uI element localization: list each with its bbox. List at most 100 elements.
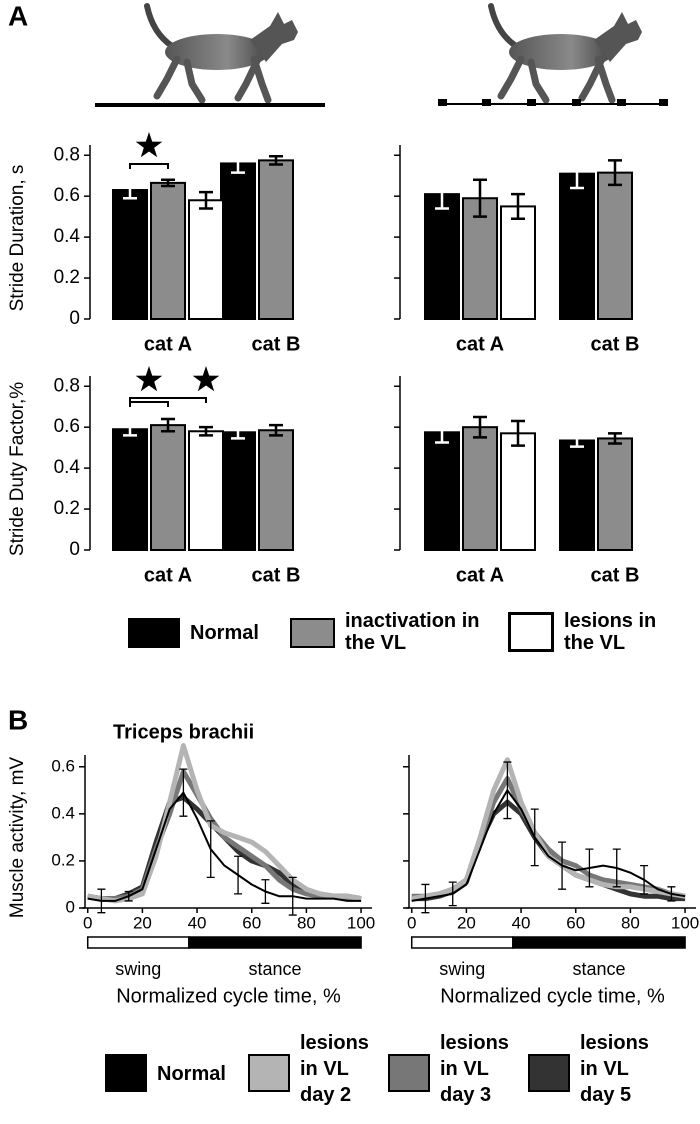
significance-star	[135, 132, 163, 158]
legend-label: inactivation in the VL	[345, 610, 480, 654]
phase-label: swing	[439, 959, 485, 979]
error-bar	[199, 190, 213, 210]
y-tick-label: 0.8	[54, 144, 80, 165]
phase-bar	[410, 936, 514, 949]
legend-label: Normal	[157, 1063, 226, 1085]
bar	[112, 189, 148, 320]
pegged-ground	[438, 99, 668, 106]
x-tick-label: 60	[242, 913, 261, 932]
x-tick-label: cat A	[456, 564, 504, 586]
panel-label: B	[8, 704, 28, 735]
line	[87, 794, 362, 902]
error-bar	[473, 178, 487, 218]
bar	[150, 181, 186, 320]
error-bar	[161, 417, 175, 433]
bar	[258, 159, 294, 320]
x-tick-label: 80	[621, 913, 640, 932]
significance-bracket	[129, 397, 207, 403]
y-tick-label: 0	[66, 897, 75, 916]
error-bar	[667, 886, 676, 902]
x-tick-label: cat B	[252, 333, 301, 355]
legend-label: lesions in VL day 5	[580, 1032, 649, 1106]
error-bar	[608, 432, 622, 445]
x-tick-label: cat A	[144, 564, 192, 586]
error-bar	[608, 159, 622, 187]
y-tick-label: 0.4	[54, 457, 81, 478]
line	[411, 789, 686, 902]
error-bar	[261, 879, 270, 904]
legend-label: Normal	[190, 622, 259, 644]
phase-bar	[512, 936, 686, 949]
y-tick-label: 0.4	[54, 226, 81, 247]
y-tick-label: 0.2	[51, 850, 75, 869]
bar	[258, 429, 294, 552]
legend-swatch	[388, 1054, 430, 1092]
error-bar	[206, 820, 215, 879]
bar	[559, 172, 595, 320]
bar	[112, 428, 148, 552]
bar	[150, 424, 186, 552]
y-tick-label: 0.4	[51, 803, 75, 822]
y-tick-label: 0.2	[54, 267, 80, 288]
x-tick-label: cat B	[252, 564, 301, 586]
bar	[597, 437, 633, 552]
y-tick-label: 0	[69, 539, 80, 560]
x-axis-label: Normalized cycle time, %	[116, 985, 341, 1007]
y-axis-label: Stride Duration, s	[7, 165, 28, 312]
error-bar	[234, 855, 243, 895]
bar	[220, 162, 256, 320]
error-bar	[179, 768, 188, 817]
error-bar	[511, 419, 525, 447]
legend-item: Normal	[105, 1054, 226, 1092]
error-bar	[124, 890, 133, 902]
bar	[188, 199, 224, 320]
error-bar	[448, 881, 457, 907]
error-bar	[530, 808, 539, 867]
y-axis-label: Stride Duty Factor,%	[7, 382, 28, 556]
x-tick-label: 40	[512, 913, 531, 932]
x-axis-label: Normalized cycle time, %	[440, 985, 665, 1007]
legend-label: lesions in VL day 3	[440, 1032, 509, 1106]
error-bar	[503, 761, 512, 820]
phase-bar	[86, 936, 190, 949]
error-bar	[435, 178, 449, 210]
error-bar	[231, 424, 245, 440]
y-tick-label: 0.8	[54, 375, 80, 396]
legend-swatch	[105, 1054, 147, 1092]
legend-label: lesions in VL day 2	[300, 1032, 369, 1106]
error-bar	[558, 841, 567, 890]
error-bar	[199, 425, 213, 437]
line	[87, 791, 362, 902]
significance-bracket	[129, 163, 169, 169]
y-tick-label: 0.6	[54, 185, 80, 206]
legend-item: lesions in VL day 5	[528, 1030, 652, 1108]
phase-label: stance	[248, 959, 301, 979]
legend-swatch	[528, 1054, 570, 1092]
error-bar	[421, 883, 430, 914]
error-bar	[123, 180, 137, 200]
significance-star	[192, 366, 220, 392]
legend-swatch	[508, 612, 554, 652]
y-tick-label: 0	[69, 308, 80, 329]
error-bar	[473, 415, 487, 439]
bar	[500, 432, 536, 552]
significance-bracket	[129, 401, 169, 407]
x-tick-label: cat B	[591, 564, 640, 586]
phase-label: swing	[115, 959, 161, 979]
error-bar	[97, 888, 106, 914]
panel-label: A	[8, 0, 28, 31]
x-tick-label: 100	[347, 913, 375, 932]
bar	[462, 426, 498, 552]
cat-icon	[488, 3, 642, 104]
phase-label: stance	[572, 959, 625, 979]
x-tick-label: cat A	[144, 333, 192, 355]
chart-title: Triceps brachii	[113, 721, 254, 743]
legend-label: lesions in the VL	[564, 610, 657, 654]
x-tick-label: 100	[671, 913, 699, 932]
legend-swatch	[248, 1054, 290, 1092]
bar	[188, 430, 224, 552]
error-bar	[640, 864, 649, 895]
bar	[597, 171, 633, 320]
